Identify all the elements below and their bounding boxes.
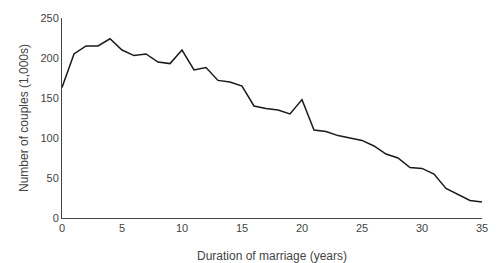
svg-text:Duration of marriage (years): Duration of marriage (years) (197, 249, 347, 263)
svg-text:Number of couples (1,000s): Number of couples (1,000s) (17, 44, 31, 192)
svg-text:200: 200 (40, 52, 58, 64)
svg-text:10: 10 (176, 222, 188, 234)
svg-text:250: 250 (40, 12, 58, 24)
svg-text:0: 0 (59, 222, 65, 234)
svg-text:20: 20 (296, 222, 308, 234)
svg-text:50: 50 (47, 172, 59, 184)
svg-text:100: 100 (40, 132, 58, 144)
svg-text:0: 0 (53, 212, 59, 224)
svg-text:15: 15 (236, 222, 248, 234)
svg-text:150: 150 (40, 92, 58, 104)
svg-text:30: 30 (416, 222, 428, 234)
svg-text:25: 25 (356, 222, 368, 234)
svg-text:5: 5 (119, 222, 125, 234)
svg-text:35: 35 (476, 222, 488, 234)
